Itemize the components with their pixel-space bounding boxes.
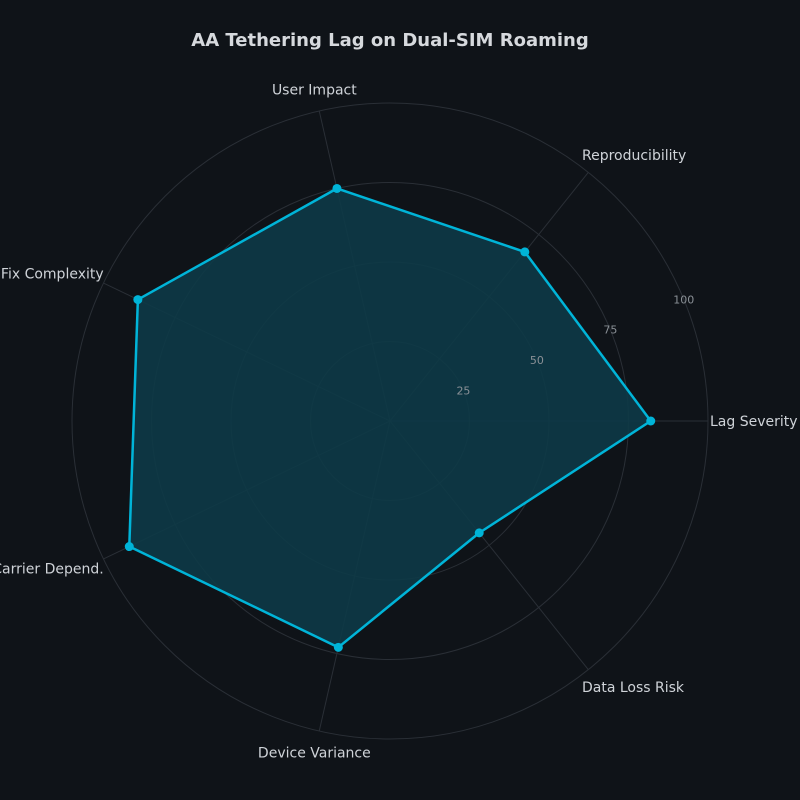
axis-label: Reproducibility	[582, 148, 686, 164]
radial-tick-label: 75	[603, 324, 617, 337]
axis-labels: Lag Severity Reproducibility User Impact Fi…	[0, 83, 798, 762]
radial-tick-label: 50	[530, 354, 544, 367]
data-point-marker	[133, 295, 143, 305]
radial-tick-label: 100	[673, 293, 694, 306]
radial-tick-label: 25	[456, 385, 470, 398]
radial-tick-labels: 25 50 75 100	[456, 293, 694, 397]
data-point-marker	[332, 183, 342, 193]
axis-label: Device Variance	[258, 745, 371, 761]
series-area	[128, 187, 653, 649]
axis-label: Lag Severity	[710, 414, 798, 430]
axis-label: Carrier Depend.	[0, 562, 104, 578]
axis-label: Fix Complexity	[1, 266, 104, 282]
axis-label: User Impact	[272, 83, 357, 99]
axis-label: Data Loss Risk	[582, 680, 685, 696]
radar-series	[124, 183, 656, 652]
data-point-marker	[474, 528, 484, 538]
data-point-marker	[333, 642, 343, 652]
data-point-marker	[520, 247, 530, 257]
data-point-marker	[124, 542, 134, 552]
chart-title: AA Tethering Lag on Dual-SIM Roaming	[191, 30, 588, 51]
data-point-marker	[646, 416, 656, 426]
